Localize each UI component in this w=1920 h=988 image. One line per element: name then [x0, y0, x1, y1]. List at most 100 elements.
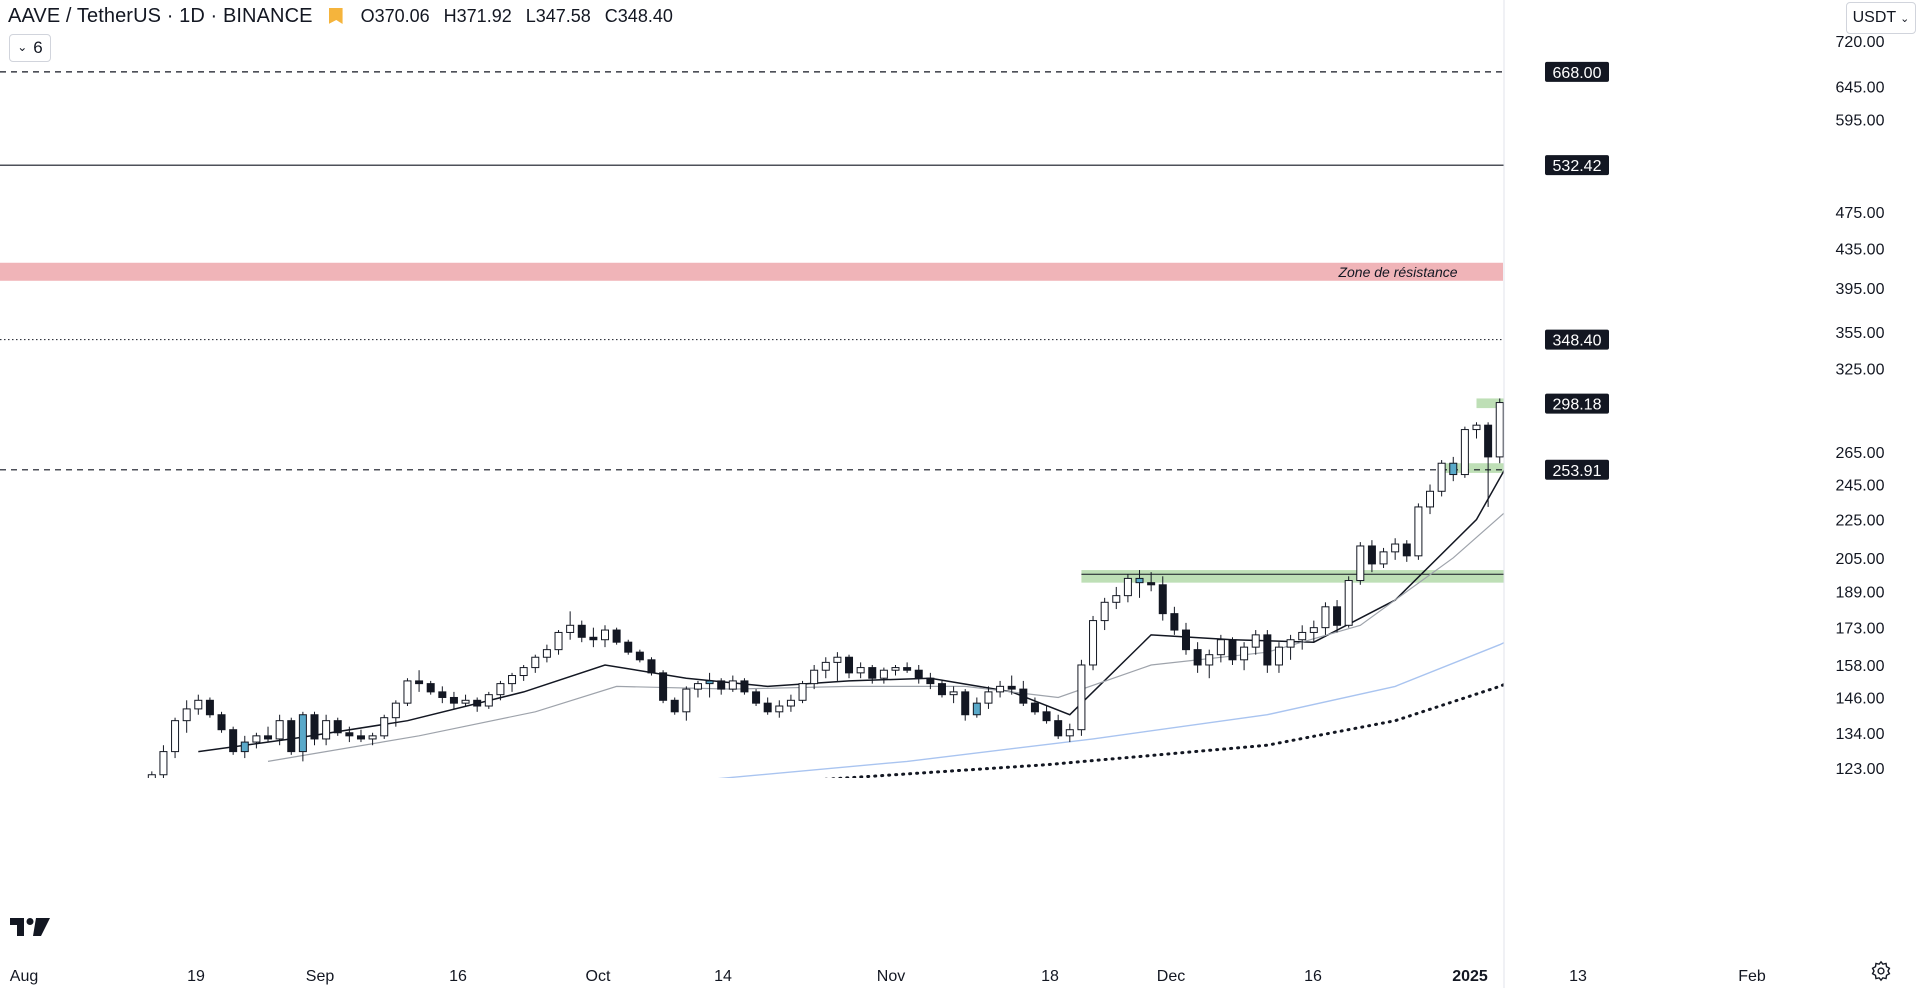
- y-tick-label: 265.00: [1836, 445, 1885, 462]
- x-tick-label: Feb: [1738, 968, 1766, 985]
- price-label: 253.91: [1553, 463, 1602, 480]
- ohlc-high-value: 371.92: [456, 5, 512, 26]
- candle-body: [903, 667, 912, 671]
- candle-body: [810, 669, 819, 685]
- candle-body: [798, 683, 807, 701]
- price-label: 348.40: [1553, 333, 1602, 350]
- candle-body: [879, 669, 888, 679]
- y-tick-label: 205.00: [1836, 551, 1885, 568]
- candle-body: [391, 702, 400, 719]
- y-tick-label: 720.00: [1836, 34, 1885, 51]
- candle-body: [1205, 654, 1214, 666]
- candle-body: [484, 694, 493, 707]
- price-label-box: [1545, 155, 1609, 176]
- candle-body: [566, 624, 575, 633]
- tradingview-logo[interactable]: [10, 916, 52, 938]
- x-tick-label: 13: [1569, 968, 1587, 985]
- candle-body: [937, 683, 946, 696]
- flag-icon[interactable]: [328, 8, 343, 24]
- candle-body: [252, 735, 261, 743]
- resistance-zone: [0, 262, 1503, 281]
- candle-body: [1147, 582, 1156, 586]
- candle-body: [728, 680, 737, 690]
- candle-body: [961, 691, 970, 716]
- candle-body: [240, 741, 249, 753]
- candle-body: [229, 729, 238, 753]
- candle-body: [845, 656, 854, 674]
- candle-body: [438, 691, 447, 698]
- candle-body: [171, 720, 180, 753]
- candle-body: [1449, 462, 1458, 476]
- y-tick-label: 134.00: [1836, 726, 1885, 743]
- candle-body: [1321, 606, 1330, 629]
- y-tick-label: 189.00: [1836, 584, 1885, 601]
- candle-body: [368, 735, 377, 740]
- candle-body: [298, 714, 307, 753]
- candle-body: [345, 732, 354, 737]
- candle-body: [868, 667, 877, 679]
- candle-body: [473, 699, 482, 707]
- x-tick-label: Dec: [1157, 968, 1185, 985]
- candle-body: [670, 699, 679, 713]
- candle-body: [1135, 577, 1144, 584]
- ohlc-open-value: 370.06: [374, 5, 430, 26]
- ohlc-high-key: H: [443, 5, 457, 26]
- candle-body: [1251, 634, 1260, 648]
- candle-body: [833, 656, 842, 663]
- currency-selector[interactable]: USDT ⌄: [1846, 2, 1916, 34]
- candle-body: [1077, 664, 1086, 731]
- price-label: 668.00: [1553, 65, 1602, 82]
- time-axis[interactable]: [0, 778, 1504, 988]
- candle-body: [519, 667, 528, 677]
- candle-body: [380, 717, 389, 737]
- candle-body: [182, 708, 191, 722]
- candle-body: [1089, 620, 1098, 666]
- y-tick-label: 395.00: [1836, 281, 1885, 298]
- gear-icon[interactable]: [1870, 960, 1892, 982]
- black-moving-average-line: [198, 339, 1675, 753]
- zone-label: Zone de résistance: [1337, 264, 1457, 280]
- candle-body: [1286, 639, 1295, 648]
- candle-body: [1030, 702, 1039, 713]
- ohlc-close-key: C: [604, 5, 618, 26]
- chevron-down-icon: ⌄: [1900, 12, 1910, 25]
- currency-label: USDT: [1852, 9, 1897, 26]
- price-label-box: [1545, 459, 1609, 480]
- indicators-toggle-button[interactable]: ⌄ 6: [9, 34, 51, 62]
- x-tick-label: 19: [187, 968, 205, 985]
- candle-body: [449, 696, 458, 704]
- x-tick-label: Aug: [10, 968, 38, 985]
- y-tick-label: 173.00: [1836, 621, 1885, 638]
- price-label: 298.18: [1553, 397, 1602, 414]
- chevron-down-icon: ⌄: [17, 40, 28, 54]
- candle-body: [1240, 646, 1249, 661]
- candle-body: [1065, 729, 1074, 737]
- candle-body: [275, 720, 284, 740]
- candle-body: [333, 720, 342, 734]
- candle-body: [763, 702, 772, 713]
- candle-body: [949, 691, 958, 696]
- candle-body: [1309, 627, 1318, 633]
- candle-body: [1123, 577, 1132, 597]
- candle-body: [1356, 545, 1365, 582]
- candle-body: [577, 624, 586, 638]
- candle-body: [1414, 506, 1423, 557]
- candle-body: [752, 691, 761, 704]
- candle-body: [1437, 462, 1446, 492]
- candle-body: [856, 667, 865, 674]
- candle-body: [159, 751, 168, 776]
- candle-body: [1216, 639, 1225, 656]
- candle-body: [1460, 429, 1469, 476]
- candle-body: [403, 680, 412, 704]
- candle-body: [1484, 424, 1493, 458]
- candle-body: [264, 735, 273, 740]
- x-tick-label: 18: [1041, 968, 1059, 985]
- candle-body: [1391, 543, 1400, 553]
- symbol-title[interactable]: AAVE / TetherUS · 1D · BINANCE: [8, 4, 313, 27]
- candle-body: [601, 629, 609, 641]
- candle-body: [624, 641, 633, 653]
- y-tick-label: 645.00: [1836, 79, 1885, 96]
- candle-body: [1182, 629, 1190, 651]
- candle-body: [1344, 580, 1353, 626]
